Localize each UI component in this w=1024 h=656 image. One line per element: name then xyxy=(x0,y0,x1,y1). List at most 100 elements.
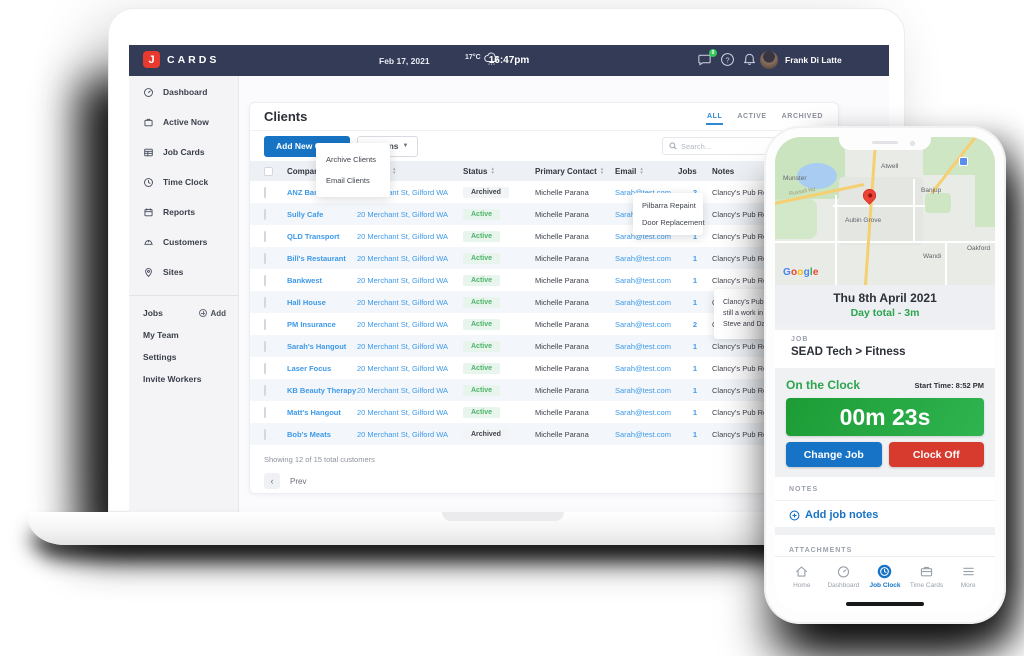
help-icon[interactable]: ? xyxy=(720,52,736,68)
tab-archived[interactable]: ARCHIVED xyxy=(781,112,823,120)
sidebar-item-time-clock[interactable]: Time Clock xyxy=(129,167,238,197)
address-link[interactable]: 20 Merchant St, Gilford WA xyxy=(357,187,449,197)
nav-item-job-clock[interactable]: Job Clock xyxy=(866,564,904,613)
more-icon xyxy=(962,567,974,576)
row-checkbox[interactable] xyxy=(264,208,266,220)
address-link[interactable]: 20 Merchant St, Gilford WA xyxy=(357,253,449,263)
menu-item-archive-clients[interactable]: Archive Clients xyxy=(326,155,377,164)
messages-icon[interactable]: 0 xyxy=(697,49,717,68)
email-link[interactable]: Sarah@test.com xyxy=(615,341,671,351)
company-link[interactable]: Bill's Restaurant xyxy=(287,253,346,263)
user-avatar[interactable] xyxy=(760,51,778,69)
address-link[interactable]: 20 Merchant St, Gilford WA xyxy=(357,363,449,373)
row-checkbox[interactable] xyxy=(264,186,266,198)
sidebar-item-jobs[interactable]: Jobs Add xyxy=(143,308,226,318)
address-link[interactable]: 20 Merchant St, Gilford WA xyxy=(357,297,449,307)
sidebar-item-active-now[interactable]: Active Now xyxy=(129,107,238,137)
address-link[interactable]: 20 Merchant St, Gilford WA xyxy=(357,429,449,439)
email-link[interactable]: Sarah@test.com xyxy=(615,187,671,197)
company-link[interactable]: Bob's Meats xyxy=(287,429,331,439)
jobs-count-link[interactable]: 1 xyxy=(692,385,698,395)
jobs-count-link[interactable]: 1 xyxy=(692,363,698,373)
nav-item-home[interactable]: Home xyxy=(783,564,821,613)
company-link[interactable]: Sarah's Hangout xyxy=(287,341,347,351)
search-input[interactable] xyxy=(681,141,785,151)
jobs-count-link[interactable]: 1 xyxy=(692,253,698,263)
company-link[interactable]: Laser Focus xyxy=(287,363,332,373)
email-link[interactable]: Sarah@test.com xyxy=(615,297,671,307)
change-job-button[interactable]: Change Job xyxy=(786,442,882,467)
email-link[interactable]: Sarah@test.com xyxy=(615,363,671,373)
email-link[interactable]: Sarah@test.com xyxy=(615,253,671,263)
sidebar-item-reports[interactable]: Reports xyxy=(129,197,238,227)
sidebar-item-my-team[interactable]: My Team xyxy=(143,330,179,340)
email-link[interactable]: Sarah@test.com xyxy=(615,385,671,395)
row-checkbox[interactable] xyxy=(264,318,266,330)
prev-page-button[interactable]: ‹ xyxy=(264,473,280,489)
jobs-count-link[interactable]: 1 xyxy=(692,275,698,285)
company-link[interactable]: Matt's Hangout xyxy=(287,407,341,417)
sidebar-item-customers[interactable]: Customers xyxy=(129,227,238,257)
bell-icon[interactable] xyxy=(742,52,758,68)
jobs-count-link[interactable]: 2 xyxy=(692,187,698,197)
email-link[interactable]: Sarah@test.com xyxy=(615,319,671,329)
column-header-jobs[interactable]: Jobs xyxy=(678,166,697,176)
sidebar-item-invite-workers[interactable]: Invite Workers xyxy=(143,374,202,384)
row-checkbox[interactable] xyxy=(264,384,266,396)
nav-item-dashboard[interactable]: Dashboard xyxy=(824,564,862,613)
row-checkbox[interactable] xyxy=(264,296,266,308)
column-header-primary-contact[interactable]: Primary Contact ▲ ▼ xyxy=(535,165,605,176)
tab-all[interactable]: ALL xyxy=(705,109,724,125)
email-link[interactable]: Sarah@test.com xyxy=(615,231,671,241)
job-link-door-replacement[interactable]: Door Replacement xyxy=(642,218,705,227)
clock-off-button[interactable]: Clock Off xyxy=(888,442,984,467)
sidebar-item-settings[interactable]: Settings xyxy=(143,352,177,362)
sidebar-item-sites[interactable]: Sites xyxy=(129,257,238,287)
app-logo[interactable]: J CARDS xyxy=(143,51,219,68)
add-job-button[interactable]: Add xyxy=(199,309,226,318)
add-job-notes-button[interactable]: Add job notes xyxy=(789,509,981,521)
company-link[interactable]: Bankwest xyxy=(287,275,323,285)
menu-item-email-clients[interactable]: Email Clients xyxy=(326,176,370,185)
email-link[interactable]: Sarah@test.com xyxy=(615,275,671,285)
company-link[interactable]: PM Insurance xyxy=(287,319,336,329)
row-checkbox[interactable] xyxy=(264,428,266,440)
row-checkbox[interactable] xyxy=(264,340,266,352)
row-checkbox[interactable] xyxy=(264,362,266,374)
column-header-notes[interactable]: Notes xyxy=(712,166,735,176)
column-header-status[interactable]: Status ▲ ▼ xyxy=(463,165,495,176)
email-link[interactable]: Sarah@test.com xyxy=(615,407,671,417)
company-link[interactable]: Sully Cafe xyxy=(287,209,324,219)
tab-active[interactable]: ACTIVE xyxy=(737,112,767,120)
select-all-checkbox[interactable] xyxy=(264,166,273,176)
sidebar-item-job-cards[interactable]: Job Cards xyxy=(129,137,238,167)
row-checkbox[interactable] xyxy=(264,274,266,286)
row-checkbox[interactable] xyxy=(264,252,266,264)
jobs-count-link[interactable]: 1 xyxy=(692,341,698,351)
address-link[interactable]: 20 Merchant St, Gilford WA xyxy=(357,231,449,241)
row-checkbox[interactable] xyxy=(264,406,266,418)
company-link[interactable]: KB Beauty Therapy xyxy=(287,385,357,395)
jobs-count-link[interactable]: 1 xyxy=(692,407,698,417)
map[interactable]: Munster Russell Rd Atwell Banjup Aubin G… xyxy=(775,137,995,285)
address-link[interactable]: 20 Merchant St, Gilford WA xyxy=(357,407,449,417)
address-link[interactable]: 20 Merchant St, Gilford WA xyxy=(357,319,449,329)
address-link[interactable]: 20 Merchant St, Gilford WA xyxy=(357,341,449,351)
email-link[interactable]: Sarah@test.com xyxy=(615,429,671,439)
job-link-pilbarra-repaint[interactable]: Pilbarra Repaint xyxy=(642,201,696,210)
jobs-count-link[interactable]: 1 xyxy=(692,429,698,439)
address-link[interactable]: 20 Merchant St, Gilford WA xyxy=(357,385,449,395)
column-header-email[interactable]: Email ▲ ▼ xyxy=(615,165,644,176)
jobs-count-link[interactable]: 1 xyxy=(692,231,698,241)
address-link[interactable]: 20 Merchant St, Gilford WA xyxy=(357,209,449,219)
sidebar-item-dashboard[interactable]: Dashboard xyxy=(129,77,238,107)
jobs-count-link[interactable]: 2 xyxy=(692,319,698,329)
company-link[interactable]: Hall House xyxy=(287,297,326,307)
jobs-count-link[interactable]: 1 xyxy=(692,297,698,307)
nav-item-more[interactable]: More xyxy=(949,564,987,613)
row-checkbox[interactable] xyxy=(264,230,266,242)
company-link[interactable]: ANZ Bank xyxy=(287,187,323,197)
company-link[interactable]: QLD Transport xyxy=(287,231,340,241)
address-link[interactable]: 20 Merchant St, Gilford WA xyxy=(357,275,449,285)
nav-item-time-cards[interactable]: Time Cards xyxy=(908,564,946,613)
